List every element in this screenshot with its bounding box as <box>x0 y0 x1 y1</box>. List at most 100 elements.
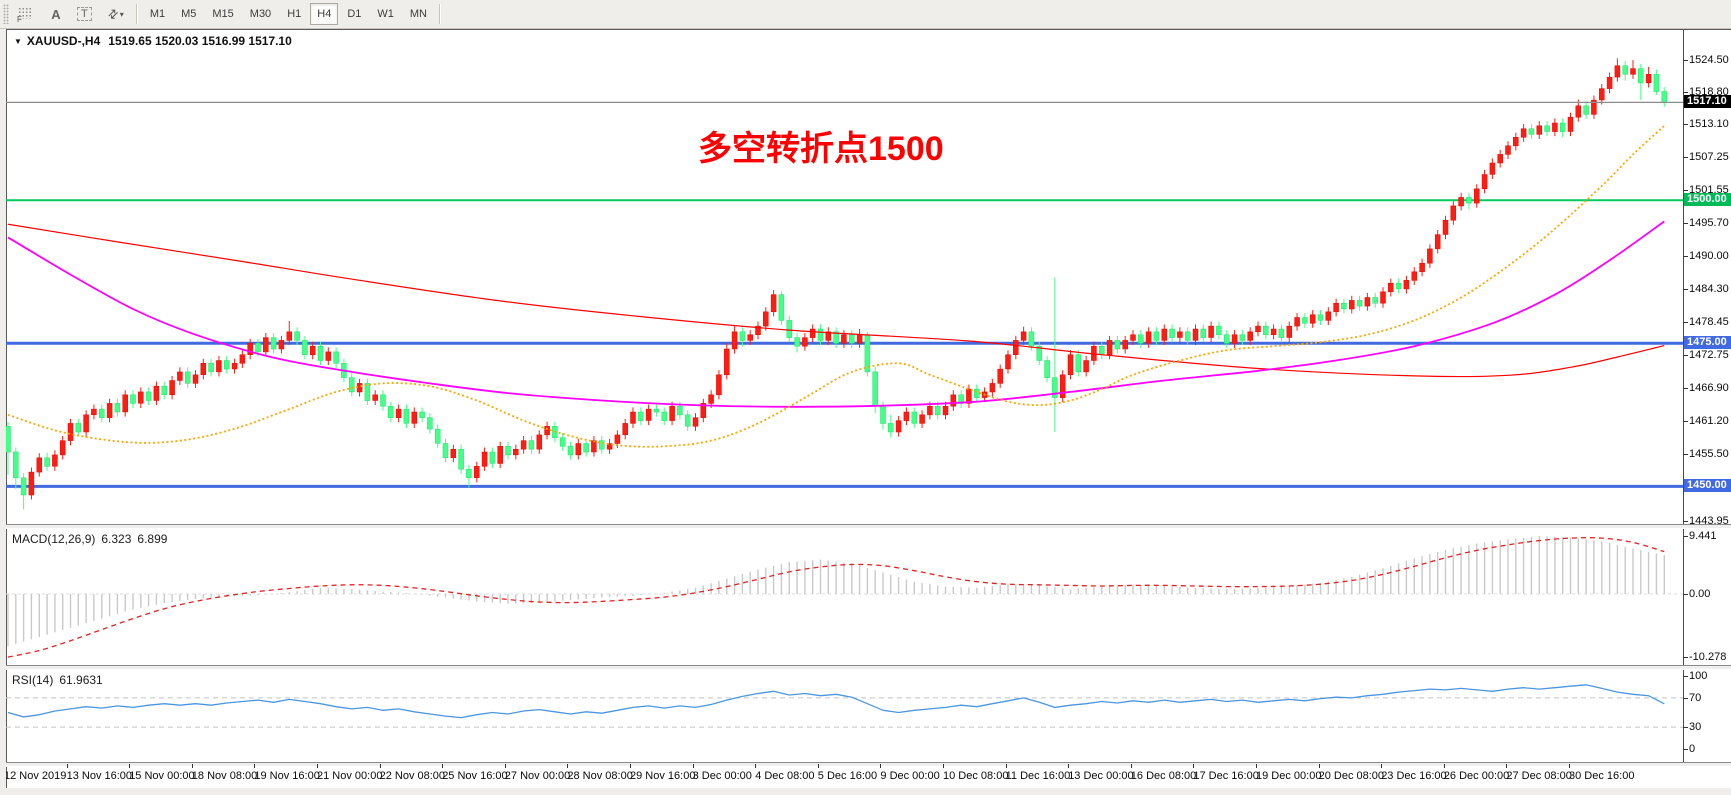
time-axis-label: 27 Dec 08:00 <box>1506 770 1572 782</box>
text-tool-button[interactable]: T <box>70 3 99 25</box>
timeframe-button-h1[interactable]: H1 <box>280 3 308 25</box>
macd-signal-line <box>7 537 1665 658</box>
price-axis-tick <box>1683 322 1688 323</box>
font-tool-button[interactable]: A <box>44 3 68 25</box>
time-axis-tick <box>1381 764 1383 768</box>
time-axis-label: 10 Dec 08:00 <box>943 770 1009 782</box>
macd-axis-label: 0.00 <box>1689 588 1711 600</box>
time-axis-label: 27 Nov 00:00 <box>504 770 571 782</box>
toolbar: F A T ⇄ ▾ M1 M5 M15 M30 H1 H4 D1 W1 MN <box>0 0 1731 29</box>
macd-indicator-label: MACD(12,26,9) 6.323 6.899 <box>12 532 168 546</box>
timeframe-button-h4[interactable]: H4 <box>310 3 339 25</box>
timeframe-button-m30[interactable]: M30 <box>243 3 278 25</box>
time-axis-tick <box>880 764 882 768</box>
timeframe-button-m15[interactable]: M15 <box>205 3 240 25</box>
price-axis-label: 1443.95 <box>1689 515 1729 527</box>
timeframe-button-d1[interactable]: D1 <box>340 3 368 25</box>
time-axis-label: 18 Nov 08:00 <box>191 770 258 782</box>
rsi-value: 61.9631 <box>59 673 103 687</box>
time-axis-tick <box>66 764 68 768</box>
rsi-axis-tick <box>1683 749 1688 750</box>
price-axis-label: 1490.00 <box>1689 250 1729 262</box>
time-axis-label: 15 Nov 00:00 <box>129 770 195 782</box>
time-axis-label: 17 Dec 16:00 <box>1193 770 1259 782</box>
symbol-title[interactable]: ▼ XAUUSD-,H4 1519.65 1520.03 1516.99 1517.… <box>14 34 292 48</box>
rsi-axis-label: 100 <box>1689 670 1708 682</box>
price-axis-tick <box>1683 289 1688 290</box>
time-axis-label: 16 Dec 08:00 <box>1130 770 1197 782</box>
rsi-axis-tick <box>1683 676 1688 677</box>
text-tool-icon: T <box>77 7 92 21</box>
time-axis-tick <box>442 764 444 768</box>
time-axis-tick <box>1506 764 1508 768</box>
time-axis-label: 9 Dec 00:00 <box>880 770 940 782</box>
time-axis-tick <box>1193 764 1195 768</box>
timeframe-button-w1[interactable]: W1 <box>370 3 401 25</box>
time-axis-tick <box>1068 764 1070 768</box>
macd-axis-label: -10.278 <box>1689 651 1727 663</box>
timeframe-button-m5[interactable]: M5 <box>174 3 203 25</box>
current-price-badge: 1517.10 <box>1684 95 1731 109</box>
price-axis-tick <box>1683 157 1688 158</box>
timeframe-button-m1[interactable]: M1 <box>143 3 172 25</box>
time-axis-tick <box>943 764 944 768</box>
time-axis-tick <box>1130 764 1132 768</box>
price-axis-tick <box>1683 92 1688 93</box>
price-badge-1475.00: 1475.00 <box>1684 336 1731 350</box>
symbol-dropdown-icon[interactable]: ▼ <box>14 37 22 46</box>
price-badge-1500.00: 1500.00 <box>1684 193 1731 207</box>
rsi-axis-tick <box>1683 698 1688 699</box>
rsi-axis-label: 30 <box>1689 721 1702 733</box>
font-icon: A <box>51 6 61 22</box>
rsi-axis-label: 70 <box>1689 692 1702 704</box>
macd-signal-value: 6.899 <box>137 532 168 546</box>
price-axis-separator <box>1683 30 1684 764</box>
symbol-period-label: XAUUSD-,H4 <box>26 34 101 48</box>
time-axis-label: 25 Nov 16:00 <box>442 770 508 782</box>
toolbar-grip[interactable] <box>3 4 9 24</box>
macd-main-value: 6.323 <box>101 532 132 546</box>
time-axis-label: 21 Nov 00:00 <box>317 770 383 782</box>
price-axis-tick <box>1683 256 1688 257</box>
time-axis-tick <box>817 764 819 768</box>
price-axis-tick <box>1683 124 1688 125</box>
rsi-pane-splitter[interactable] <box>6 665 1731 670</box>
macd-axis-tick <box>1683 594 1688 595</box>
chart-window[interactable] <box>6 29 1731 789</box>
price-axis-tick <box>1683 60 1688 61</box>
tools-dropdown-button[interactable]: ⇄ ▾ <box>101 3 131 25</box>
time-axis-tick <box>1005 764 1007 768</box>
time-axis-tick <box>191 764 193 768</box>
ma-red-line <box>7 223 1665 378</box>
price-axis-tick <box>1683 388 1688 389</box>
ohlc-values: 1519.65 1520.03 1516.99 1517.10 <box>108 34 292 48</box>
macd-pane-splitter[interactable] <box>6 524 1731 529</box>
price-axis-label: 1507.25 <box>1689 151 1729 163</box>
time-axis-tick <box>129 764 131 768</box>
price-axis-tick <box>1683 190 1688 191</box>
rsi-axis-tick <box>1683 727 1688 728</box>
price-axis-label: 1495.70 <box>1689 217 1729 229</box>
window-left-edge <box>0 29 6 795</box>
price-axis-tick <box>1683 355 1688 356</box>
time-axis-label: 29 Nov 16:00 <box>630 770 696 782</box>
price-axis-label: 1513.10 <box>1689 118 1729 130</box>
price-axis-label: 1484.30 <box>1689 283 1729 295</box>
price-axis-tick <box>1683 421 1688 422</box>
rsi-indicator-label: RSI(14) 61.9631 <box>12 673 103 687</box>
time-axis-tick <box>254 764 256 768</box>
price-axis-label: 1524.50 <box>1689 54 1729 66</box>
price-axis-label: 1472.75 <box>1689 349 1729 361</box>
time-axis-tick <box>1443 764 1445 768</box>
template-button[interactable]: F <box>10 3 42 25</box>
price-axis-label: 1461.20 <box>1689 415 1729 427</box>
price-axis-tick <box>1683 454 1688 455</box>
toolbar-separator <box>438 4 441 24</box>
macd-axis-tick <box>1683 536 1688 537</box>
time-axis-tick <box>379 764 381 768</box>
time-axis-tick <box>630 764 631 768</box>
price-axis-label: 1501.55 <box>1689 184 1729 196</box>
timeframe-button-mn[interactable]: MN <box>403 3 434 25</box>
price-axis-label: 1518.80 <box>1689 86 1729 98</box>
